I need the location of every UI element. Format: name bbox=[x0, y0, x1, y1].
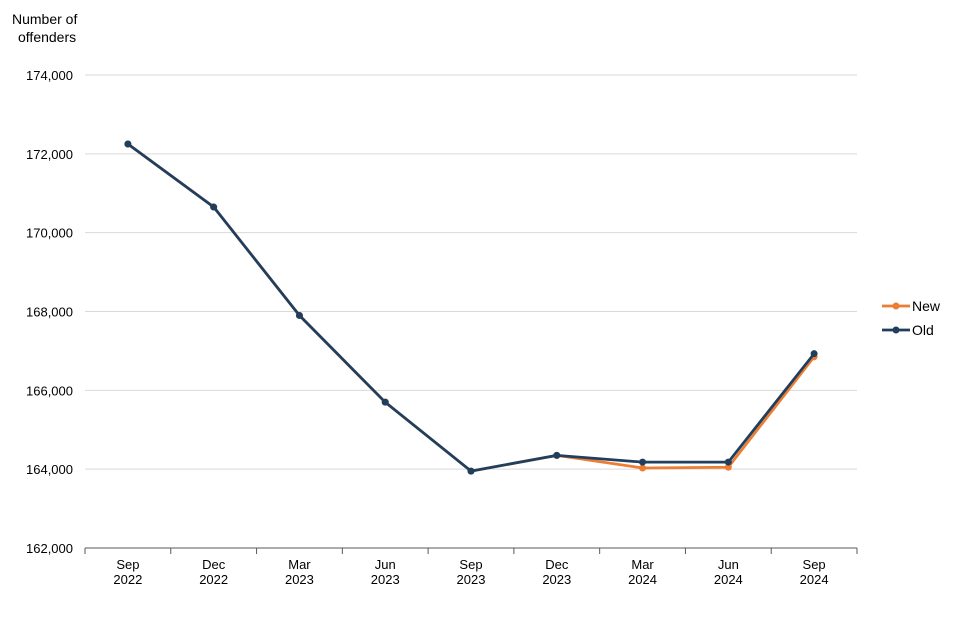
data-point-old bbox=[295, 311, 303, 319]
gridlines bbox=[85, 74, 857, 470]
x-tick-label-month: Dec bbox=[545, 557, 569, 572]
y-axis-title: Number of offenders bbox=[12, 11, 77, 45]
x-tick-label-year: 2024 bbox=[628, 572, 657, 587]
x-tick-label-month: Mar bbox=[288, 557, 311, 572]
y-tick-label: 172,000 bbox=[26, 147, 73, 162]
legend-marker-new bbox=[892, 302, 900, 310]
x-tick-label-year: 2024 bbox=[714, 572, 743, 587]
legend-item-old: Old bbox=[882, 322, 934, 338]
data-point-old bbox=[553, 451, 561, 459]
x-tick-label-year: 2023 bbox=[285, 572, 314, 587]
series-line-old bbox=[127, 142, 816, 473]
legend-item-new: New bbox=[882, 298, 941, 314]
x-axis: Sep2022Dec2022Mar2023Jun2023Sep2023Dec20… bbox=[84, 547, 858, 587]
legend-label-old: Old bbox=[912, 322, 934, 338]
data-point-old bbox=[810, 350, 818, 358]
y-axis-ticks: 162,000 164,000 166,000 168,000 170,000 172,0… bbox=[26, 68, 73, 556]
x-tick-label-month: Mar bbox=[631, 557, 654, 572]
x-tick-label-year: 2023 bbox=[457, 572, 486, 587]
y-tick-label: 162,000 bbox=[26, 541, 73, 556]
y-tick-label: 166,000 bbox=[26, 383, 73, 398]
series-line-new bbox=[127, 142, 816, 473]
x-tick-label-year: 2024 bbox=[800, 572, 829, 587]
x-tick-label-year: 2022 bbox=[113, 572, 142, 587]
data-point-old bbox=[724, 458, 732, 466]
data-point-old bbox=[210, 203, 218, 211]
series-lines bbox=[124, 140, 818, 475]
x-tick-label-year: 2023 bbox=[371, 572, 400, 587]
x-tick-label-month: Jun bbox=[718, 557, 739, 572]
legend-label-new: New bbox=[912, 298, 941, 314]
y-tick-label: 164,000 bbox=[26, 462, 73, 477]
x-tick-label-month: Jun bbox=[375, 557, 396, 572]
x-tick-label-year: 2023 bbox=[542, 572, 571, 587]
x-tick-label-month: Sep bbox=[459, 557, 482, 572]
data-point-new bbox=[639, 464, 647, 472]
data-point-old bbox=[381, 398, 389, 406]
legend-marker-old bbox=[892, 326, 900, 334]
data-point-old bbox=[124, 140, 132, 148]
legend: New Old bbox=[882, 298, 941, 338]
x-tick-label-month: Dec bbox=[202, 557, 226, 572]
data-point-old bbox=[467, 467, 475, 475]
x-tick-label-month: Sep bbox=[803, 557, 826, 572]
y-axis-title-line-2: offenders bbox=[18, 29, 76, 45]
y-tick-label: 170,000 bbox=[26, 226, 73, 241]
y-axis-title-line-1: Number of bbox=[12, 11, 77, 27]
data-point-new bbox=[724, 463, 732, 471]
data-point-old bbox=[639, 458, 647, 466]
x-tick-label-year: 2022 bbox=[199, 572, 228, 587]
y-tick-label: 174,000 bbox=[26, 68, 73, 83]
y-tick-label: 168,000 bbox=[26, 305, 73, 320]
x-tick-label-month: Sep bbox=[116, 557, 139, 572]
